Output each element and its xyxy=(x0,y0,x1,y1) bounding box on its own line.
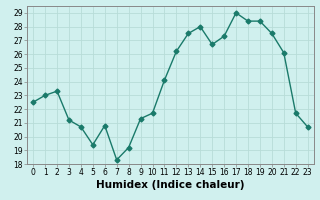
X-axis label: Humidex (Indice chaleur): Humidex (Indice chaleur) xyxy=(96,180,245,190)
